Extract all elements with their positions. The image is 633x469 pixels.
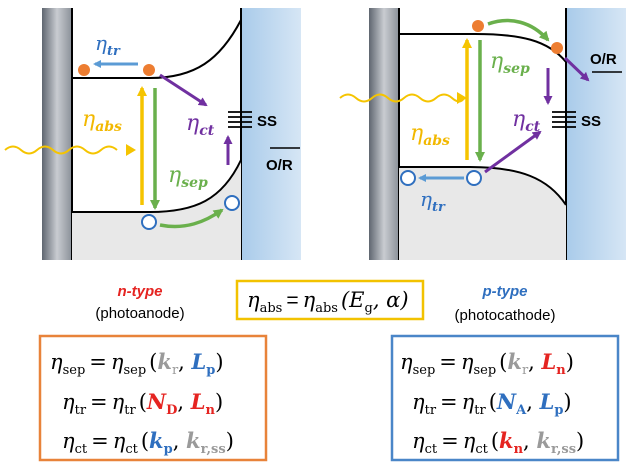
eta-sep-label: ηsep (168, 163, 208, 191)
eta-sep-label: ηsep (490, 49, 530, 77)
surface-states (228, 111, 252, 128)
eta-ct-arrow-or (563, 56, 590, 82)
n-sep-equation: ηsep = ηsep (kr, Lp) (50, 349, 224, 378)
electrolyte-right (566, 8, 626, 260)
electron-right-a (472, 20, 484, 32)
electron-left-a (78, 64, 90, 76)
eta-ct-arrow-hole (484, 130, 542, 174)
eta-ct-label: ηct (186, 111, 215, 139)
abs-equation: ηabs = ηabs (Eg, α) (247, 288, 409, 316)
p-type-band-diagram: SS O/R ηsep ηabs ηct ηtr (339, 8, 626, 260)
eta-ct-arrow-electron (159, 73, 208, 107)
p-ct-equation: ηct = ηct (kn, kr,ss) (412, 428, 584, 457)
eta-abs-label: ηabs (410, 121, 450, 149)
valence-band-fill (399, 167, 566, 260)
electrolyte-left (241, 8, 301, 260)
p-type-equation-box (390, 334, 620, 462)
hole-left-b (224, 195, 240, 211)
eta-abs-label: ηabs (82, 107, 122, 135)
electron-right-b (551, 42, 563, 54)
or-label: O/R (266, 157, 293, 174)
surface-states (552, 111, 576, 128)
valence-band-fill (72, 160, 241, 260)
eta-tr-label: ηtr (95, 31, 121, 59)
n-type-band-diagram: SS O/R ηtr ηabs ηct ηsep (4, 8, 301, 260)
eta-tr-label: ηtr (420, 187, 446, 215)
eta-sep-arrow-curve (487, 18, 550, 42)
conduction-band (399, 33, 567, 63)
p-tr-equation: ηtr = ηtr (NA, Lp) (412, 389, 572, 418)
back-contact-right (369, 8, 399, 260)
hole-left-a (141, 214, 157, 230)
hole-right-b (466, 170, 482, 186)
abs-equation-box (235, 279, 425, 321)
n-ct-equation: ηct = ηct (kp, kr,ss) (62, 428, 234, 457)
valence-band (72, 159, 242, 213)
n-type-subtitle: (photoanode) (95, 305, 184, 322)
valence-band (399, 166, 567, 206)
p-type-subtitle: (photocathode) (455, 307, 556, 324)
ss-label: SS (257, 113, 277, 130)
n-tr-equation: ηtr = ηtr (ND, Ln) (62, 389, 223, 418)
light-wave (4, 145, 118, 155)
ss-label: SS (581, 113, 601, 130)
hole-right-a (400, 170, 416, 186)
p-type-title: p-type (482, 283, 528, 300)
n-type-equation-box (38, 334, 268, 462)
light-wave (339, 93, 465, 103)
back-contact-left (42, 8, 72, 260)
n-type-title: n-type (118, 283, 163, 300)
eta-ct-label: ηct (512, 107, 541, 135)
p-sep-equation: ηsep = ηsep (kr, Ln) (400, 349, 574, 378)
eta-sep-arrow-curve (159, 208, 224, 229)
or-label: O/R (590, 51, 617, 68)
electron-left-b (143, 64, 155, 76)
conduction-band (72, 19, 242, 79)
